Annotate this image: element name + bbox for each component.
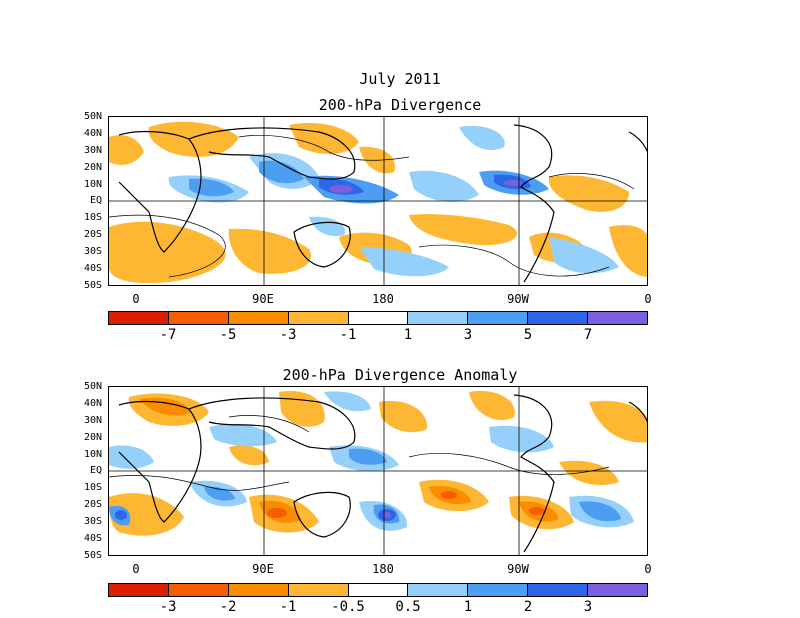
panel-1-title: 200-hPa Divergence bbox=[318, 96, 482, 114]
lat-label: EQ bbox=[89, 195, 102, 206]
lon-label: 0 bbox=[644, 562, 652, 576]
colorbar-swatch bbox=[468, 312, 529, 324]
divergence-field-map bbox=[109, 117, 647, 285]
panel-2-map bbox=[108, 386, 648, 556]
colorbar-label: -5 bbox=[219, 327, 237, 343]
colorbar-label: -7 bbox=[159, 327, 177, 343]
colorbar-label: -1 bbox=[339, 327, 357, 343]
colorbar-label: -3 bbox=[159, 599, 177, 615]
lat-label: 30S bbox=[83, 246, 102, 257]
colorbar-label: 7 bbox=[583, 327, 593, 343]
lon-label: 0 bbox=[132, 562, 140, 576]
lat-label: 30N bbox=[83, 415, 102, 426]
panel-2-title: 200-hPa Divergence Anomaly bbox=[282, 366, 518, 384]
colorbar-swatch bbox=[228, 312, 289, 324]
colorbar-swatch bbox=[588, 584, 648, 596]
lat-label: 30S bbox=[83, 516, 102, 527]
lat-label: EQ bbox=[89, 465, 102, 476]
colorbar-label: 5 bbox=[523, 327, 533, 343]
lat-label: 20N bbox=[83, 162, 102, 173]
colorbar-label: 2 bbox=[523, 599, 533, 615]
colorbar-swatch bbox=[468, 584, 529, 596]
colorbar-label: -0.5 bbox=[331, 599, 365, 615]
colorbar-swatch bbox=[168, 584, 229, 596]
lat-label: 50S bbox=[83, 280, 102, 291]
colorbar-label: -3 bbox=[279, 327, 297, 343]
colorbar-swatch bbox=[109, 312, 169, 324]
lat-label: 10S bbox=[83, 482, 102, 493]
colorbar-swatch bbox=[348, 584, 409, 596]
lon-label: 0 bbox=[644, 292, 652, 306]
lat-label: 40N bbox=[83, 128, 102, 139]
colorbar-panel-2 bbox=[108, 583, 648, 597]
lat-label: 20S bbox=[83, 229, 102, 240]
colorbar-swatch bbox=[348, 312, 409, 324]
lat-label: 30N bbox=[83, 145, 102, 156]
colorbar-swatch bbox=[408, 312, 469, 324]
lat-label: 50N bbox=[83, 111, 102, 122]
lat-label: 50N bbox=[83, 381, 102, 392]
colorbar-swatch bbox=[168, 312, 229, 324]
colorbar-label: 3 bbox=[463, 327, 473, 343]
colorbar-swatch bbox=[528, 312, 589, 324]
lat-label: 10S bbox=[83, 212, 102, 223]
colorbar-label: 1 bbox=[403, 327, 413, 343]
colorbar-label: 0.5 bbox=[395, 599, 421, 615]
lat-label: 10N bbox=[83, 179, 102, 190]
lat-label: 50S bbox=[83, 550, 102, 561]
colorbar-label: 1 bbox=[463, 599, 473, 615]
lon-label: 90E bbox=[252, 292, 274, 306]
colorbar-swatch bbox=[528, 584, 589, 596]
lat-label: 40S bbox=[83, 263, 102, 274]
figure-date-title: July 2011 bbox=[359, 70, 441, 88]
lat-label: 10N bbox=[83, 449, 102, 460]
colorbar-label: -2 bbox=[219, 599, 237, 615]
colorbar-label: -1 bbox=[279, 599, 297, 615]
lon-label: 90W bbox=[507, 562, 529, 576]
lat-label: 20N bbox=[83, 432, 102, 443]
lon-label: 90E bbox=[252, 562, 274, 576]
divergence-anomaly-map bbox=[109, 387, 647, 555]
lon-label: 0 bbox=[132, 292, 140, 306]
colorbar-swatch bbox=[288, 312, 349, 324]
lat-label: 40S bbox=[83, 533, 102, 544]
colorbar-swatch bbox=[588, 312, 648, 324]
lon-label: 180 bbox=[372, 292, 394, 306]
colorbar-panel-1 bbox=[108, 311, 648, 325]
colorbar-swatch bbox=[408, 584, 469, 596]
lat-label: 20S bbox=[83, 499, 102, 510]
colorbar-swatch bbox=[228, 584, 289, 596]
lon-label: 90W bbox=[507, 292, 529, 306]
lon-label: 180 bbox=[372, 562, 394, 576]
colorbar-swatch bbox=[109, 584, 169, 596]
panel-1-map bbox=[108, 116, 648, 286]
lat-label: 40N bbox=[83, 398, 102, 409]
colorbar-swatch bbox=[288, 584, 349, 596]
colorbar-label: 3 bbox=[583, 599, 593, 615]
